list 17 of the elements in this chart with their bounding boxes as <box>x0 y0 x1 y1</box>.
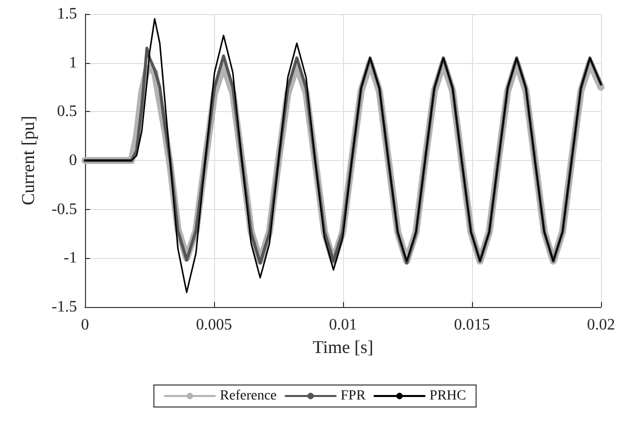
y-tick-label: -1.5 <box>52 298 77 316</box>
legend-label: Reference <box>220 388 277 404</box>
x-tick-label: 0.005 <box>196 316 232 334</box>
y-tick-label: 1.5 <box>57 6 77 22</box>
x-tick-label: 0 <box>81 316 89 334</box>
y-tick-label: 0 <box>69 152 77 169</box>
x-axis-title: Time [s] <box>312 336 374 357</box>
y-tick-label: 1 <box>69 54 77 72</box>
y-tick-label: -0.5 <box>52 200 77 218</box>
x-tick-label: 0.015 <box>454 316 490 334</box>
y-tick-label: 0.5 <box>57 103 77 120</box>
legend-label: FPR <box>340 388 366 404</box>
x-tick-label: 0.02 <box>587 316 615 334</box>
legend-label: PRHC <box>430 388 466 404</box>
y-tick-label: -1 <box>64 250 77 267</box>
y-axis-title: Current [pu] <box>18 116 38 206</box>
x-tick-label: 0.01 <box>329 316 357 334</box>
